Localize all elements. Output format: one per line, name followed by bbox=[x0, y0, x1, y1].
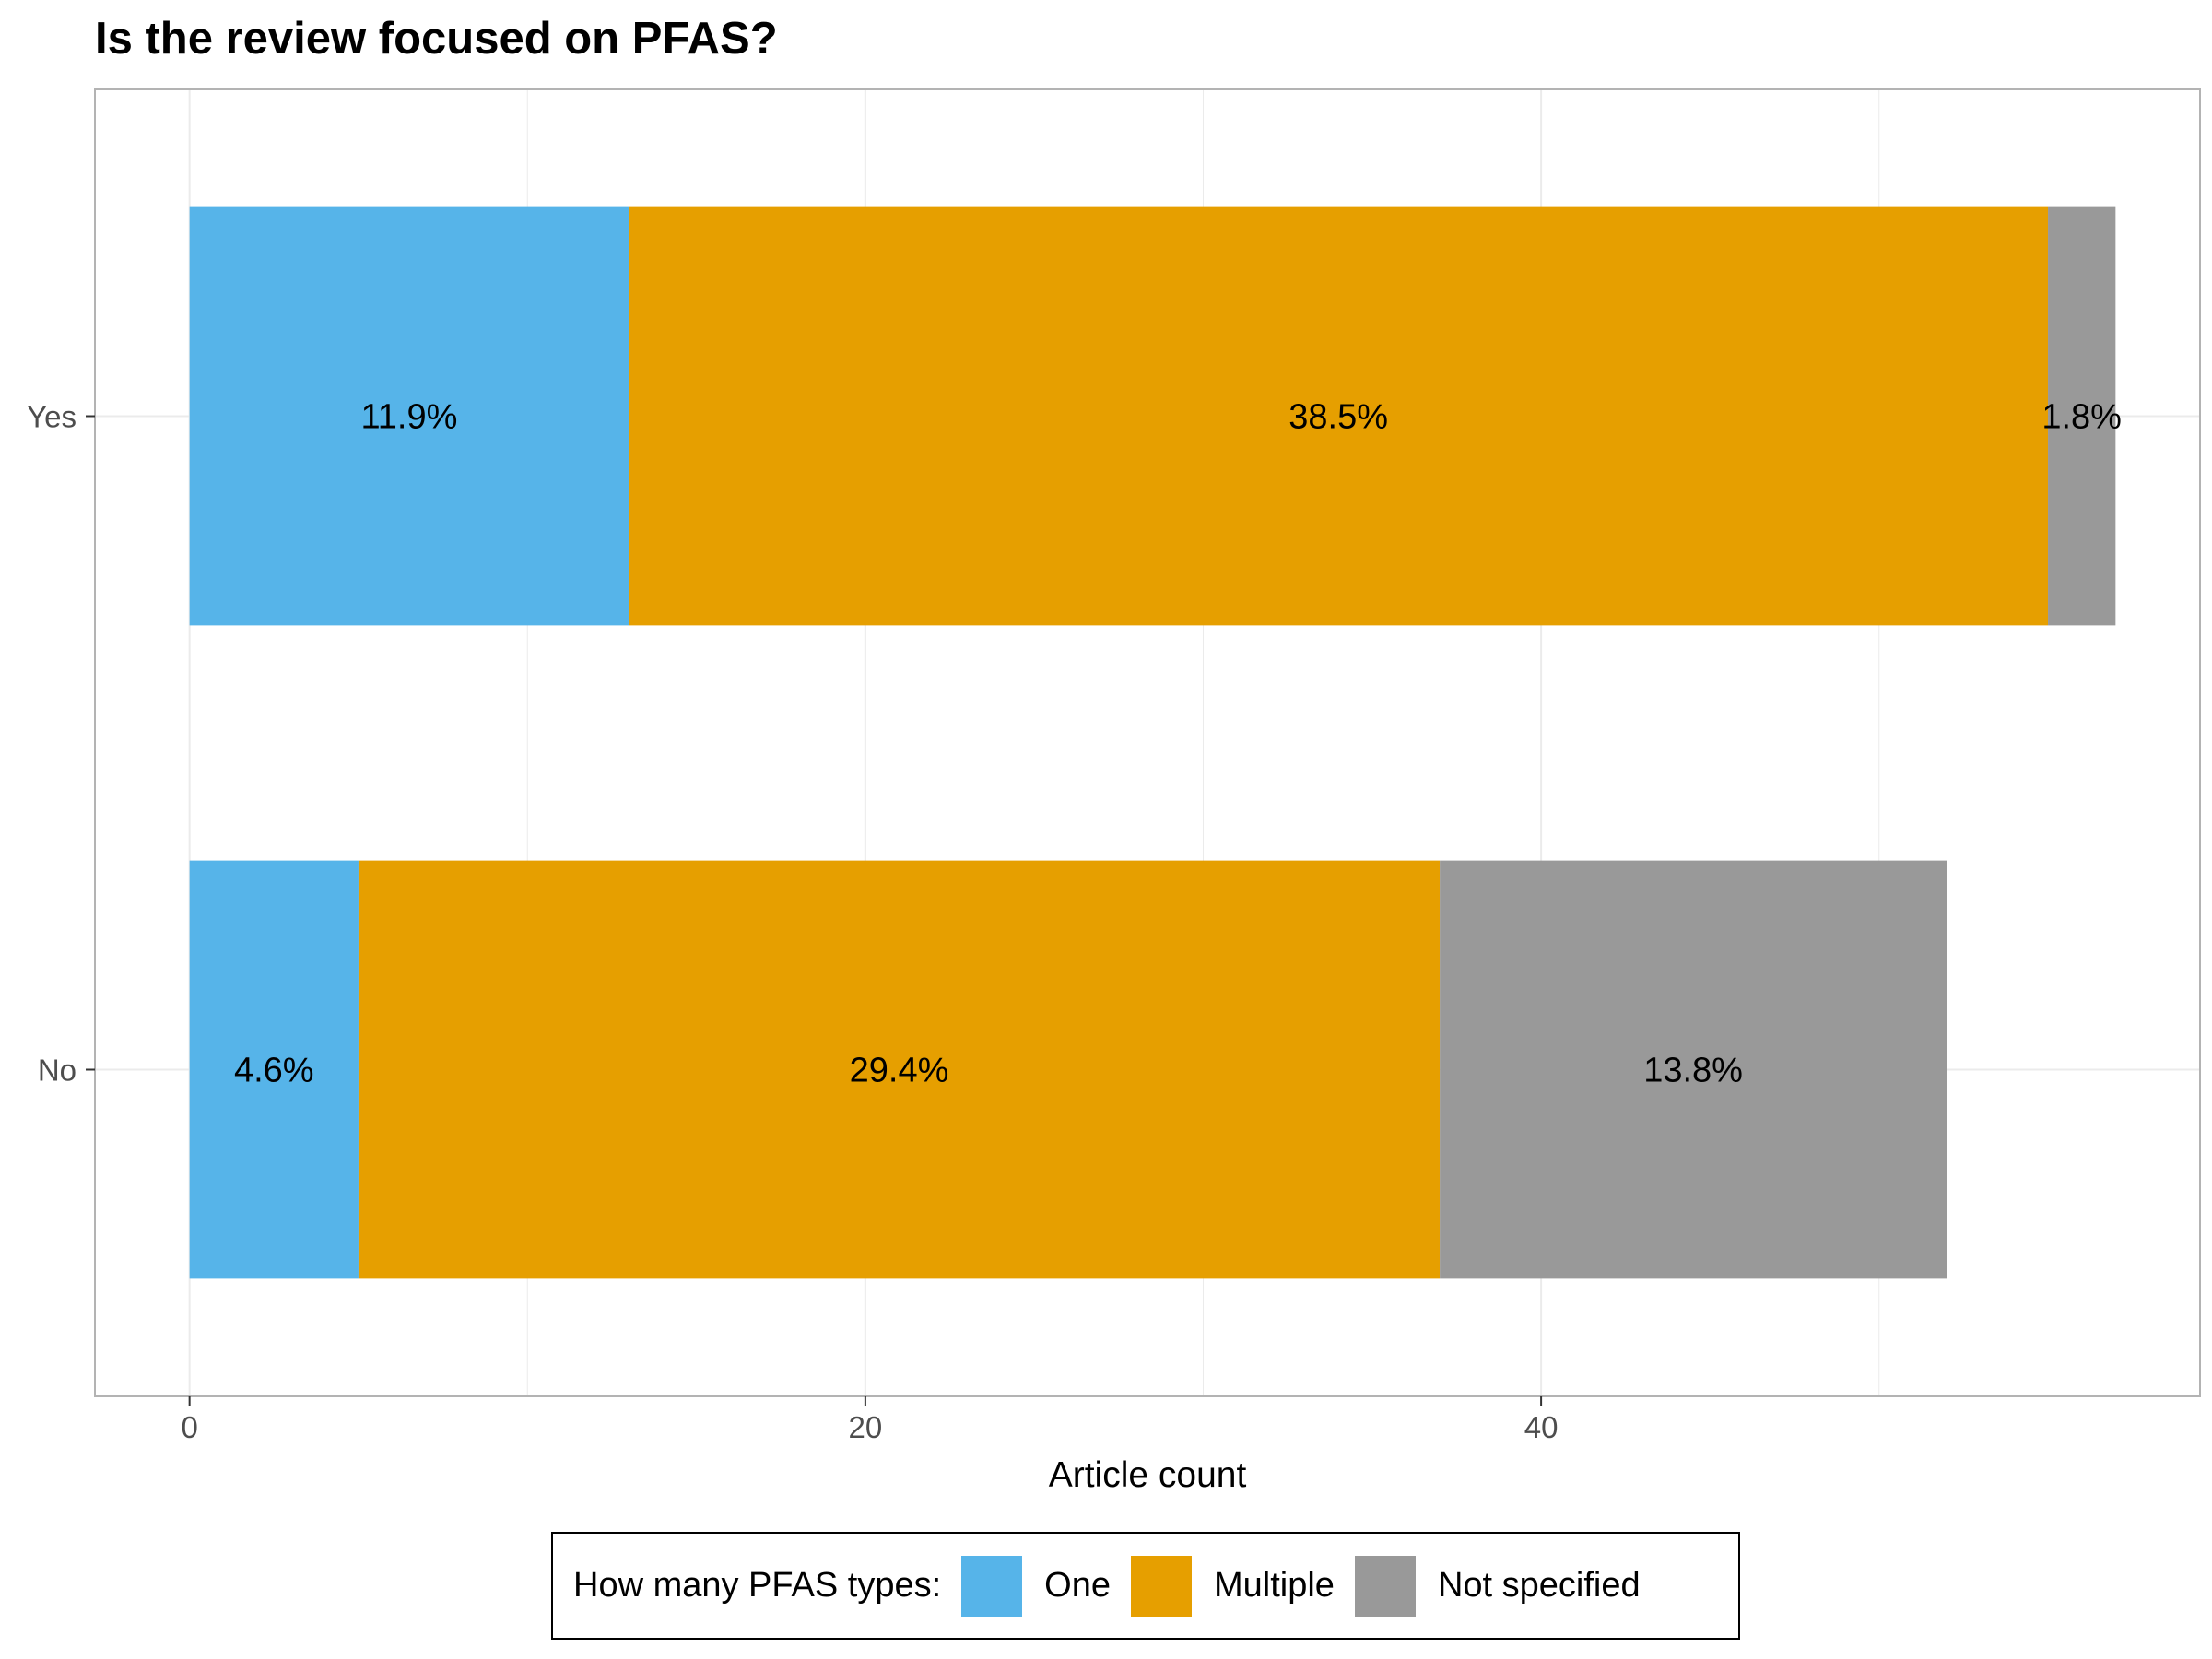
legend-label-one: One bbox=[1044, 1566, 1111, 1605]
bar-yes-one bbox=[189, 206, 629, 626]
axes: Yes No 0 20 40 bbox=[27, 400, 1558, 1445]
legend-item-one: One bbox=[961, 1555, 1111, 1617]
bar-label-yes-multiple: 38.5% bbox=[1288, 398, 1388, 437]
bar-label-yes-not-specified: 1.8% bbox=[2041, 398, 2122, 437]
bar-no-not-specified bbox=[1440, 860, 1947, 1279]
bar-labels: 11.9% 38.5% 1.8% 4.6% 29.4% 13.8% bbox=[234, 398, 2122, 1090]
chart-title: Is the review focused on PFAS? bbox=[95, 14, 778, 64]
y-tick-label-no: No bbox=[38, 1053, 76, 1088]
x-tick-label: 20 bbox=[849, 1410, 883, 1444]
x-tick-label: 0 bbox=[181, 1410, 197, 1444]
legend-swatch-not-specified bbox=[1354, 1555, 1416, 1617]
bar-label-yes-one: 11.9% bbox=[360, 398, 457, 437]
bars bbox=[189, 206, 2116, 1279]
x-tick-label: 40 bbox=[1524, 1410, 1559, 1444]
bar-yes-multiple bbox=[629, 206, 2049, 626]
bar-label-no-one: 4.6% bbox=[234, 1052, 314, 1090]
legend-title: How many PFAS types: bbox=[573, 1566, 942, 1605]
legend-swatch-one bbox=[961, 1555, 1023, 1617]
legend-label-not-specified: Not specified bbox=[1437, 1566, 1641, 1605]
bar-label-no-not-specified: 13.8% bbox=[1643, 1052, 1743, 1090]
x-axis-title: Article count bbox=[1049, 1455, 1247, 1495]
y-tick-label-yes: Yes bbox=[27, 400, 76, 434]
bar-no-one bbox=[189, 860, 359, 1279]
legend-item-not-specified: Not specified bbox=[1354, 1555, 1641, 1617]
bar-yes-not-specified bbox=[2048, 206, 2116, 626]
legend: How many PFAS types: One Multiple Not sp… bbox=[551, 1532, 1740, 1640]
bar-no-multiple bbox=[358, 860, 1441, 1279]
bar-label-no-multiple: 29.4% bbox=[850, 1052, 949, 1090]
legend-swatch-multiple bbox=[1130, 1555, 1192, 1617]
legend-label-multiple: Multiple bbox=[1213, 1566, 1335, 1605]
legend-item-multiple: Multiple bbox=[1130, 1555, 1335, 1617]
plot-panel-border bbox=[94, 88, 2201, 1397]
